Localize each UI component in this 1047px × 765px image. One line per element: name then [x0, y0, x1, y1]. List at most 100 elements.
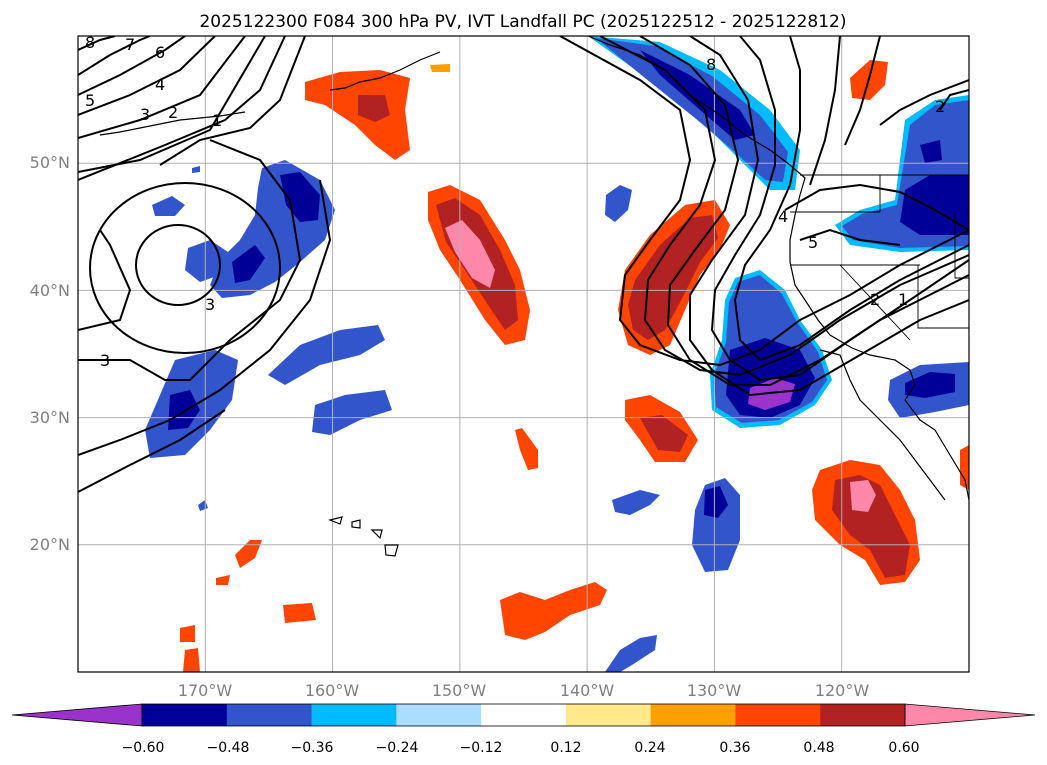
colorbar [11, 703, 1036, 727]
baja-coastline [819, 349, 946, 501]
shading-west-spot1 [235, 540, 262, 568]
coastlines [99, 36, 969, 557]
colorbar-segment [481, 704, 567, 726]
shading-west-spot5 [183, 648, 200, 672]
north-america-coastline [587, 36, 969, 501]
contour-1-west [159, 36, 306, 166]
colorbar-segment [311, 704, 397, 726]
colorbar-tick-labels: −0.60 −0.48 −0.36 −0.24 −0.12 0.12 0.24 … [122, 740, 920, 756]
colorbar-frame [141, 703, 906, 727]
contour-label-group: 8 7 6 5 4 3 2 1 3 3 4 5 2 1 8 2 [85, 33, 945, 370]
alaska-coastline [329, 51, 441, 91]
shading-arc-133w-core [628, 215, 718, 340]
contour-3-southwest [78, 139, 302, 381]
contour-label: 2 [870, 290, 880, 309]
contour-label: 1 [212, 111, 222, 130]
contour-6-west [78, 36, 186, 96]
contour-5-west [78, 36, 216, 116]
contour-trough-7 [809, 36, 841, 186]
shading-aleutian-small [430, 64, 450, 72]
map-frame [77, 35, 970, 673]
colorbar-label: 0.12 [550, 740, 581, 756]
contour-label: 8 [85, 33, 95, 52]
contour-trough-4 [689, 36, 969, 397]
lat-label-50n: 50°N [30, 153, 70, 172]
shading-aleutian-core [358, 95, 390, 122]
contour-label: 1 [898, 290, 908, 309]
colorbar-segment [226, 704, 313, 726]
contour-label: 3 [205, 295, 215, 314]
shading-west-streamer-max2 [232, 245, 265, 283]
colorbar-segment [565, 704, 652, 726]
shading-mid-streamer [268, 325, 385, 385]
contour-5-east [784, 183, 969, 231]
lon-label-120w: 120°W [815, 681, 870, 700]
gridlines [78, 36, 969, 672]
colorbar-label: 0.36 [719, 740, 750, 756]
longitude-labels: 170°W 160°W 150°W 140°W 130°W 120°W [178, 681, 870, 700]
colorbar-label: −0.48 [207, 740, 250, 756]
contour-low-3 [89, 182, 281, 354]
contour-trough-1 [559, 36, 969, 367]
shading-west-spot3 [283, 603, 316, 623]
contour-label: 3 [100, 351, 110, 370]
contour-2-southwest [78, 179, 332, 456]
shading-coastal-strip-core [596, 38, 788, 182]
lat-label-20n: 20°N [30, 535, 70, 554]
contour-label: 5 [85, 91, 95, 110]
contour-3-east [879, 79, 969, 126]
shading-aleutian [305, 70, 410, 160]
colorbar-extend-max [904, 703, 1036, 727]
colorbar-label: 0.24 [634, 740, 665, 756]
shading-west-dot [152, 196, 185, 216]
colorbar-segment [396, 704, 482, 726]
contour-8-west [78, 36, 116, 51]
contour-label: 2 [935, 97, 945, 116]
colorbar-segment [650, 704, 736, 726]
colorbar-label: −0.36 [291, 740, 334, 756]
colorbar-extend-min [11, 703, 143, 727]
shading-25n-120w-max [850, 480, 876, 512]
contour-3-west [78, 36, 266, 173]
contour-lines [78, 36, 969, 493]
colorbar-label: −0.24 [376, 740, 419, 756]
shading-west-spot2 [216, 575, 230, 585]
positive-pc-shading [180, 60, 969, 672]
lon-label-150w: 150°W [432, 681, 487, 700]
contour-trough-2 [599, 36, 969, 377]
colorbar-label: 0.60 [888, 740, 919, 756]
aleutians-coastline [99, 111, 246, 136]
colorbar-label: −0.12 [460, 740, 503, 756]
contour-label: 8 [706, 55, 716, 74]
contour-trough-8 [844, 36, 881, 146]
lon-label-160w: 160°W [305, 681, 360, 700]
contour-label: 5 [808, 233, 818, 252]
shading-west-spot4 [180, 625, 195, 642]
shading-south-streak [500, 582, 607, 640]
colorbar-label: −0.60 [122, 740, 165, 756]
contour-label: 2 [168, 103, 178, 122]
contour-7-west [78, 36, 151, 76]
border-nv-az [917, 265, 969, 329]
colorbar-segment [735, 704, 821, 726]
contour-trough-6 [733, 36, 969, 362]
latitude-labels: 50°N 40°N 30°N 20°N [30, 153, 70, 554]
shading-small-145w [515, 428, 538, 470]
contour-5-east-inner [799, 228, 901, 246]
colorbar-segment [142, 704, 228, 726]
hawaii-coastline [328, 516, 399, 557]
shading-west-streamer-max [280, 172, 320, 222]
shading-southwest-max [168, 390, 200, 430]
contour-2-east [939, 89, 969, 111]
shading-subtropical-east-max [704, 486, 728, 518]
shading-west-tiny [192, 166, 200, 173]
shading-rockies-max2 [920, 140, 942, 163]
contour-label: 3 [140, 105, 150, 124]
shading-south-blue [605, 635, 657, 672]
contour-2-west [78, 36, 286, 181]
contour-4-west [78, 36, 246, 139]
contour-low-inner [135, 224, 221, 306]
state-borders [790, 174, 969, 341]
contour-trough-3 [639, 36, 969, 386]
